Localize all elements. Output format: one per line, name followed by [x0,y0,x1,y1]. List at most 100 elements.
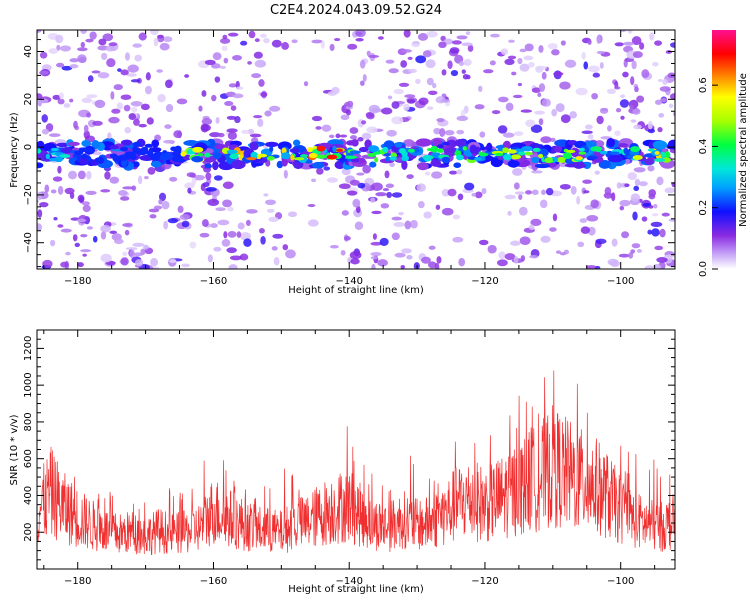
heatmap-cell [570,185,577,195]
heatmap-cell [37,162,44,169]
colorbar-tick-label: 0.6 [698,77,709,93]
heatmap-cell [577,241,585,248]
colorbar-label: Normalized spectral amplitude [738,73,749,227]
heatmap-cell [471,192,477,197]
heatmap-cell [236,86,244,90]
heatmap-cell [97,72,110,79]
spectrogram-ylabel: Frequency (Hz) [9,112,20,188]
heatmap-cell [452,214,461,220]
heatmap-cell [564,163,581,168]
heatmap-cell [345,155,358,160]
heatmap-cell [523,151,534,156]
heatmap-cell [212,160,219,171]
heatmap-cell [340,250,346,256]
heatmap-cell [89,31,97,40]
heatmap-cell [386,191,393,199]
heatmap-cell [211,94,217,102]
heatmap-cell [312,161,325,169]
heatmap-cell [616,143,629,148]
heatmap-cell [341,210,349,216]
heatmap-cell [303,81,309,87]
heatmap-cell [127,64,139,73]
heatmap-cell [606,88,616,95]
heatmap-cell [29,66,36,70]
heatmap-cell [632,211,638,221]
heatmap-cell [510,154,522,160]
heatmap-cell [512,168,523,176]
colorbar-tick-label: 0.2 [698,200,709,216]
heatmap-cell [530,218,542,227]
heatmap-cell [552,157,558,163]
heatmap-cell [377,36,384,40]
heatmap-cell [507,160,520,168]
heatmap-cell [281,152,291,160]
heatmap-cell [486,142,493,152]
heatmap-cell [215,207,226,211]
heatmap-cell [164,124,172,129]
heatmap-cell [307,203,316,208]
heatmap-cell [594,140,605,148]
heatmap-cell [197,153,204,157]
heatmap-cell [452,236,464,243]
heatmap-cell [404,220,412,230]
heatmap-cell [679,129,688,138]
heatmap-cell [291,39,298,44]
heatmap-cell [586,214,599,222]
heatmap-cell [371,263,376,269]
heatmap-cell [37,148,42,154]
heatmap-cell [553,71,564,76]
heatmap-cell [555,103,565,113]
heatmap-cell [370,251,382,257]
heatmap-cell [521,145,533,152]
heatmap-cell [153,37,159,47]
heatmap-cell [205,187,217,192]
heatmap-cell [345,140,356,146]
heatmap-cell [117,68,122,72]
heatmap-cell [607,258,619,266]
snr-series [37,370,675,556]
heatmap-cell [663,254,675,259]
heatmap-cell [424,171,431,176]
heatmap-cell [328,134,335,139]
heatmap-cell [669,93,675,101]
heatmap-cell [249,133,262,138]
heatmap-cell [540,235,551,243]
heatmap-cell [408,68,417,74]
heatmap-cell [668,103,674,108]
heatmap-cell [394,252,406,258]
heatmap-cell [656,257,668,263]
heatmap-cell [582,179,593,184]
heatmap-cell [474,156,482,161]
heatmap-cell [315,126,322,130]
heatmap-cell [332,145,337,153]
heatmap-cell [249,141,259,151]
heatmap-cell [129,249,135,259]
heatmap-cell [94,99,106,109]
heatmap-cell [638,181,648,187]
heatmap-cell [191,177,197,186]
heatmap-cell [633,124,642,130]
heatmap-cell [256,153,268,158]
heatmap-cell [447,188,457,197]
heatmap-cell [656,176,664,186]
heatmap-cell [333,38,341,42]
heatmap-cell [60,261,69,268]
heatmap-cell [632,51,643,58]
heatmap-cell [120,196,130,201]
snr-ylabel: SNR (10 * v/v) [9,414,20,485]
heatmap-cell [151,139,160,148]
heatmap-cell [474,104,485,110]
heatmap-cell [130,101,143,107]
heatmap-cell [78,56,87,63]
heatmap-cell [411,43,420,48]
heatmap-cell [91,139,100,150]
heatmap-cell [498,96,509,103]
heatmap-cell [509,240,521,246]
heatmap-cell [222,34,228,40]
heatmap-cell [352,198,361,208]
heatmap-cell [157,94,166,103]
heatmap-cell [664,187,675,194]
heatmap-cell [629,105,635,110]
heatmap-cell [268,216,279,222]
heatmap-cell [583,190,590,194]
